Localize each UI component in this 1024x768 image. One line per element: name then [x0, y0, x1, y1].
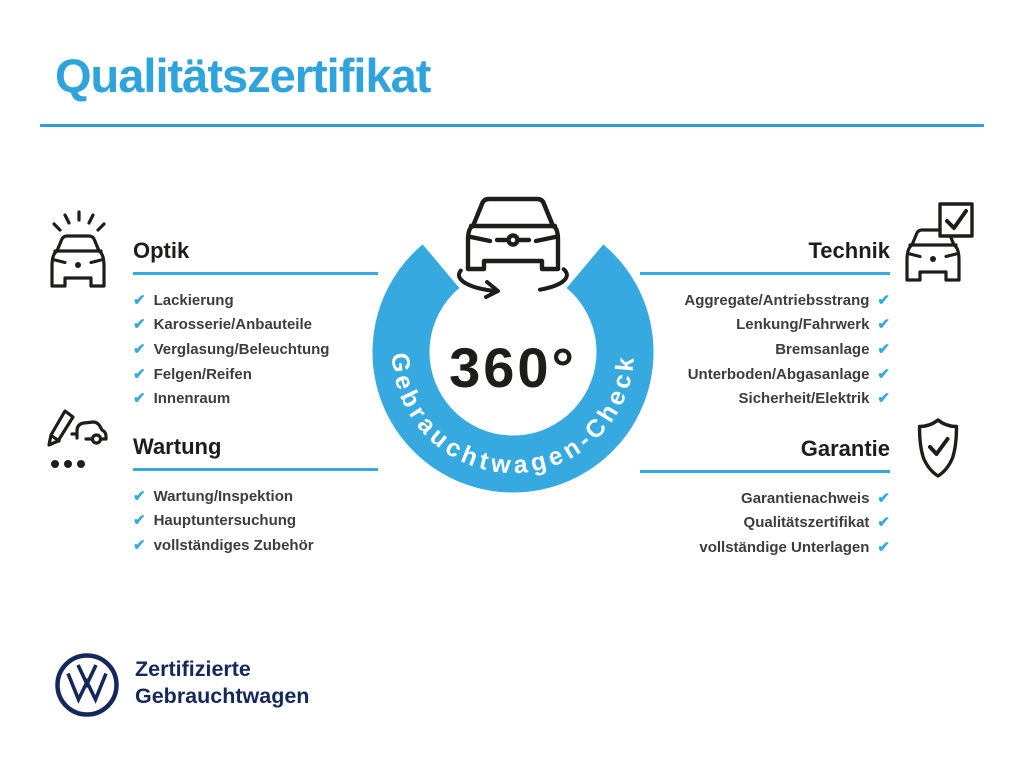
list-item-label: Verglasung/Beleuchtung — [153, 340, 330, 358]
list-item: ✔ Verglasung/Beleuchtung — [133, 337, 378, 362]
section-title-wartung: Wartung — [133, 434, 222, 459]
list-item-label: Wartung/Inspektion — [153, 487, 294, 505]
checklist-garantie: Garantienachweis ✔ Qualitätszertifikat ✔ v… — [640, 486, 890, 560]
check-icon: ✔ — [877, 340, 890, 358]
section-technik: Technik Aggregate/Antriebsstrang ✔ Lenkun… — [640, 238, 890, 411]
list-item-label: Qualitätszertifikat — [743, 514, 870, 532]
list-item-label: Unterboden/Abgasanlage — [687, 365, 870, 383]
section-underline — [640, 272, 890, 275]
list-item: Garantienachweis ✔ — [640, 486, 890, 511]
car-shine-icon — [50, 210, 106, 288]
list-item: ✔ Hauptuntersuchung — [133, 509, 378, 534]
check-icon: ✔ — [877, 489, 890, 507]
check-icon: ✔ — [133, 365, 146, 383]
section-garantie: Garantie Garantienachweis ✔ Qualitätszert… — [640, 436, 890, 560]
footer-brand-text: Zertifizierte Gebrauchtwagen — [135, 656, 309, 710]
list-item: Sicherheit/Elektrik ✔ — [640, 386, 890, 411]
vw-logo-icon — [55, 653, 119, 717]
section-underline — [133, 468, 378, 471]
shield-check-icon — [917, 418, 959, 478]
car-checkbox-icon — [905, 202, 974, 282]
check-icon: ✔ — [877, 365, 890, 383]
footer-line-1: Zertifizierte — [135, 657, 251, 681]
360-check-badge: Gebrauchtwagen-Check 360° — [372, 196, 654, 493]
check-icon: ✔ — [133, 291, 146, 309]
car-rotation-icon — [457, 196, 569, 299]
page-title: Qualitätszertifikat — [55, 49, 431, 102]
section-title-optik: Optik — [133, 238, 190, 263]
pencil-car-icon — [47, 409, 108, 468]
check-icon: ✔ — [133, 340, 146, 358]
list-item: ✔ Felgen/Reifen — [133, 362, 378, 387]
list-item-label: Karosserie/Anbauteile — [153, 316, 312, 334]
section-underline — [640, 470, 890, 473]
checklist-optik: ✔ Lackierung ✔ Karosserie/Anbauteile ✔ Verg… — [133, 288, 378, 411]
list-item-label: Sicherheit/Elektrik — [738, 390, 870, 408]
check-icon: ✔ — [133, 536, 146, 554]
degree-value: 360° — [449, 336, 577, 399]
list-item: vollständige Unterlagen ✔ — [640, 535, 890, 560]
check-icon: ✔ — [877, 538, 890, 556]
list-item-label: vollständiges Zubehör — [153, 536, 314, 554]
ring — [372, 244, 654, 493]
list-item: ✔ Wartung/Inspektion — [133, 484, 378, 509]
list-item: ✔ Karosserie/Anbauteile — [133, 313, 378, 338]
list-item: ✔ Innenraum — [133, 386, 378, 411]
title-divider — [40, 124, 984, 127]
check-icon: ✔ — [133, 390, 146, 408]
list-item-label: Aggregate/Antriebsstrang — [684, 291, 870, 309]
list-item-label: Lenkung/Fahrwerk — [736, 316, 870, 334]
list-item: Qualitätszertifikat ✔ — [640, 511, 890, 536]
list-item: Aggregate/Antriebsstrang ✔ — [640, 288, 890, 313]
list-item: Unterboden/Abgasanlage ✔ — [640, 362, 890, 387]
checklist-technik: Aggregate/Antriebsstrang ✔ Lenkung/Fahrwe… — [640, 288, 890, 411]
list-item-label: Innenraum — [153, 390, 231, 408]
footer-line-2: Gebrauchtwagen — [135, 684, 310, 708]
check-icon: ✔ — [877, 514, 890, 532]
section-underline — [133, 272, 378, 275]
check-icon: ✔ — [877, 390, 890, 408]
check-icon: ✔ — [877, 291, 890, 309]
list-item: ✔ vollständiges Zubehör — [133, 533, 378, 558]
list-item-label: Felgen/Reifen — [153, 365, 252, 383]
section-wartung: Wartung ✔ Wartung/Inspektion ✔ Hauptunters… — [133, 434, 378, 558]
check-icon: ✔ — [133, 487, 146, 505]
list-item-label: Hauptuntersuchung — [153, 512, 297, 530]
checklist-wartung: ✔ Wartung/Inspektion ✔ Hauptuntersuchung ✔… — [133, 484, 378, 558]
check-icon: ✔ — [133, 512, 146, 530]
list-item: Bremsanlage ✔ — [640, 337, 890, 362]
section-optik: Optik ✔ Lackierung ✔ Karosserie/Anbauteile… — [133, 238, 378, 411]
section-title-garantie: Garantie — [800, 436, 890, 461]
list-item-label: vollständige Unterlagen — [699, 538, 870, 556]
check-icon: ✔ — [133, 316, 146, 334]
list-item-label: Bremsanlage — [775, 340, 870, 358]
list-item-label: Lackierung — [153, 291, 234, 309]
list-item: ✔ Lackierung — [133, 288, 378, 313]
section-title-technik: Technik — [808, 238, 890, 263]
list-item: Lenkung/Fahrwerk ✔ — [640, 313, 890, 338]
list-item-label: Garantienachweis — [741, 489, 870, 507]
check-icon: ✔ — [877, 316, 890, 334]
